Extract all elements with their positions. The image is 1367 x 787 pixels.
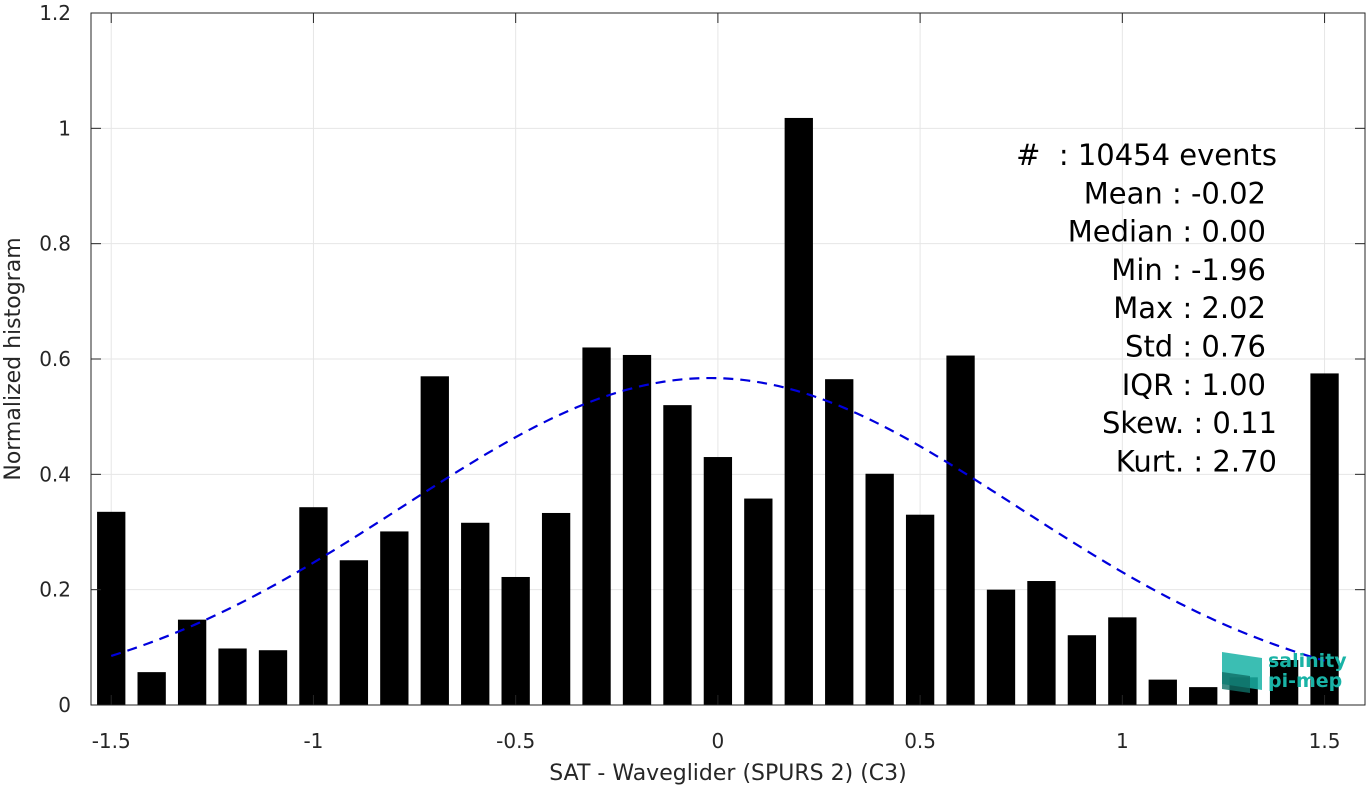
statistics-annotation: # : 10454 events Mean : -0.02 Median : 0.0…: [1016, 138, 1277, 478]
histogram-bar: [703, 457, 733, 705]
histogram-bar: [541, 512, 571, 705]
y-tick-label: 1: [58, 116, 71, 140]
logo-line-2: pi-mep: [1268, 670, 1342, 692]
histogram-bar: [1310, 373, 1339, 705]
histogram-bar: [784, 117, 813, 706]
y-tick-label: 0.8: [39, 232, 71, 256]
stat-line: Min : -1.96: [1111, 253, 1266, 287]
fit-curve-line: [110, 376, 1325, 662]
histogram-bar: [177, 619, 207, 705]
logo-mark-shade-icon: [1222, 672, 1250, 693]
stat-line: Std : 0.76: [1125, 330, 1266, 364]
y-axis-label: Normalized histogram: [1, 237, 26, 480]
histogram-bar: [299, 507, 328, 705]
x-axis-label: SAT - Waveglider (SPURS 2) (C3): [549, 761, 906, 786]
histogram-bar: [461, 522, 490, 705]
x-tick-labels: -1.5 -1 -0.5 0 0.5 1 1.5: [92, 729, 1341, 753]
histogram-bar: [137, 672, 166, 705]
x-tick-label: 0.5: [904, 729, 936, 753]
x-tick-label: 1.5: [1309, 729, 1341, 753]
histogram-bar: [1269, 660, 1299, 705]
stat-line: Max : 2.02: [1113, 291, 1266, 325]
stat-line: Kurt. : 2.70: [1116, 444, 1277, 478]
histogram-bar: [663, 405, 692, 705]
histogram-bar: [380, 531, 409, 705]
gaussian-fit: [110, 376, 1325, 662]
histogram-bar: [501, 576, 530, 705]
histogram-bar: [97, 511, 126, 705]
y-tick-label: 1.2: [39, 1, 71, 25]
histogram-bar: [1108, 617, 1137, 705]
x-tick-label: -0.5: [496, 729, 535, 753]
y-tick-label: 0: [58, 693, 71, 717]
histogram-bar: [339, 560, 369, 705]
stat-line: IQR : 1.00: [1122, 368, 1266, 402]
histogram-bar: [744, 498, 773, 705]
histogram-bars: [97, 117, 1339, 706]
histogram-bar: [1189, 687, 1218, 705]
histogram-bar: [1027, 581, 1056, 705]
histogram-bar: [825, 379, 854, 705]
histogram-bar: [905, 514, 935, 705]
y-tick-label: 0.4: [39, 462, 71, 486]
histogram-bar: [946, 355, 975, 705]
y-tick-label: 0.6: [39, 347, 71, 371]
histogram-bar: [582, 347, 611, 705]
histogram-bar: [986, 589, 1016, 705]
salinity-pi-mep-logo: salinity pi-mep: [1222, 650, 1347, 693]
stat-line: # : 10454 events: [1016, 138, 1277, 172]
histogram-bar: [420, 376, 449, 705]
stat-line: Skew. : 0.11: [1102, 406, 1277, 440]
y-tick-labels: 0 0.2 0.4 0.6 0.8 1 1.2: [39, 1, 71, 717]
histogram-bar: [1067, 635, 1097, 705]
logo-line-1: salinity: [1268, 650, 1347, 672]
x-tick-label: 0: [712, 729, 725, 753]
x-tick-label: -1: [303, 729, 323, 753]
stat-line: Mean : -0.02: [1084, 176, 1266, 210]
histogram-bar: [258, 650, 288, 705]
axis-ticks: [91, 12, 1365, 706]
stat-line: Median : 0.00: [1068, 215, 1266, 249]
y-tick-label: 0.2: [39, 578, 71, 602]
x-tick-label: 1: [1116, 729, 1129, 753]
histogram-bar: [622, 354, 652, 705]
histogram-bar: [1148, 679, 1177, 705]
histogram-bar: [865, 473, 894, 705]
x-tick-label: -1.5: [92, 729, 131, 753]
histogram-bar: [218, 648, 247, 705]
